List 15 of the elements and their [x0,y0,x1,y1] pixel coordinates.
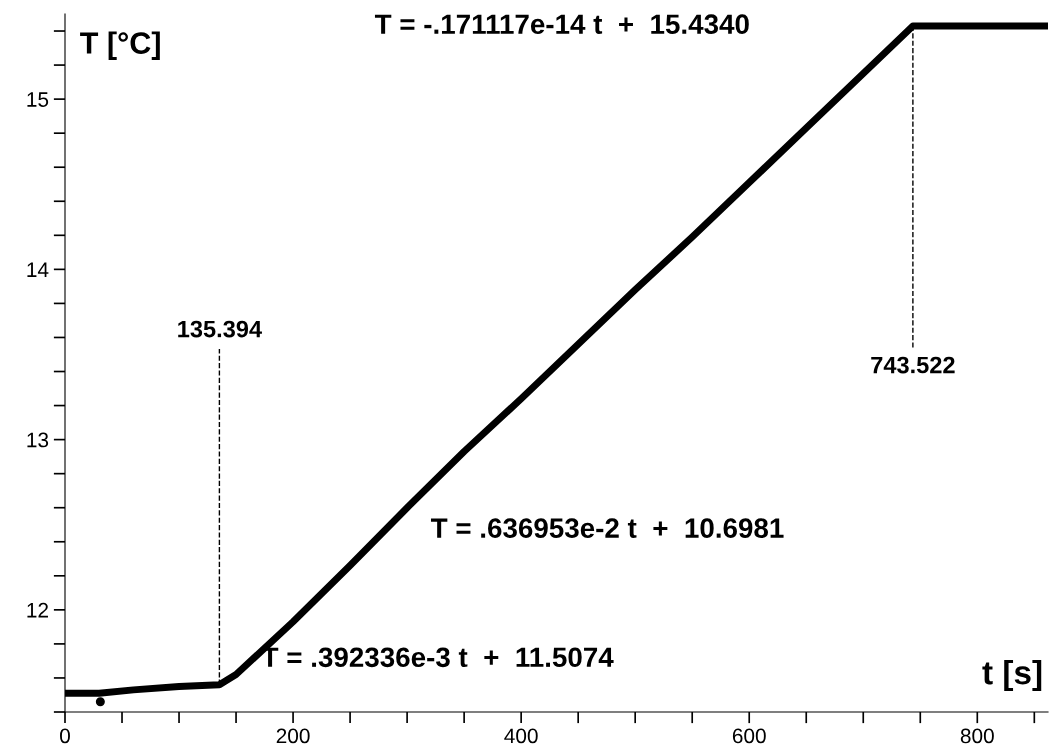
x-tick-label: 0 [60,728,70,744]
x-tick-label: 600 [732,728,766,744]
ref-line-label: 135.394 [178,320,262,338]
x-axis-title: t [s] [982,659,1042,692]
y-tick-label: 15 [27,92,49,107]
annotation: T = .636953e-2 t + 10.6981 [430,518,784,539]
y-tick-label: 12 [27,602,48,618]
y-tick-label: 14 [27,262,49,277]
x-tick-label: 400 [504,728,538,744]
ref-line-label: 743.522 [871,356,955,374]
y-axis-title: T [°C] [80,31,160,60]
y-tick-label: 13 [27,432,49,448]
x-tick-label: 200 [276,728,310,744]
annotation: T = -.171117e-14 t + 15.4340 [374,14,749,35]
x-tick-label: 800 [960,728,994,744]
